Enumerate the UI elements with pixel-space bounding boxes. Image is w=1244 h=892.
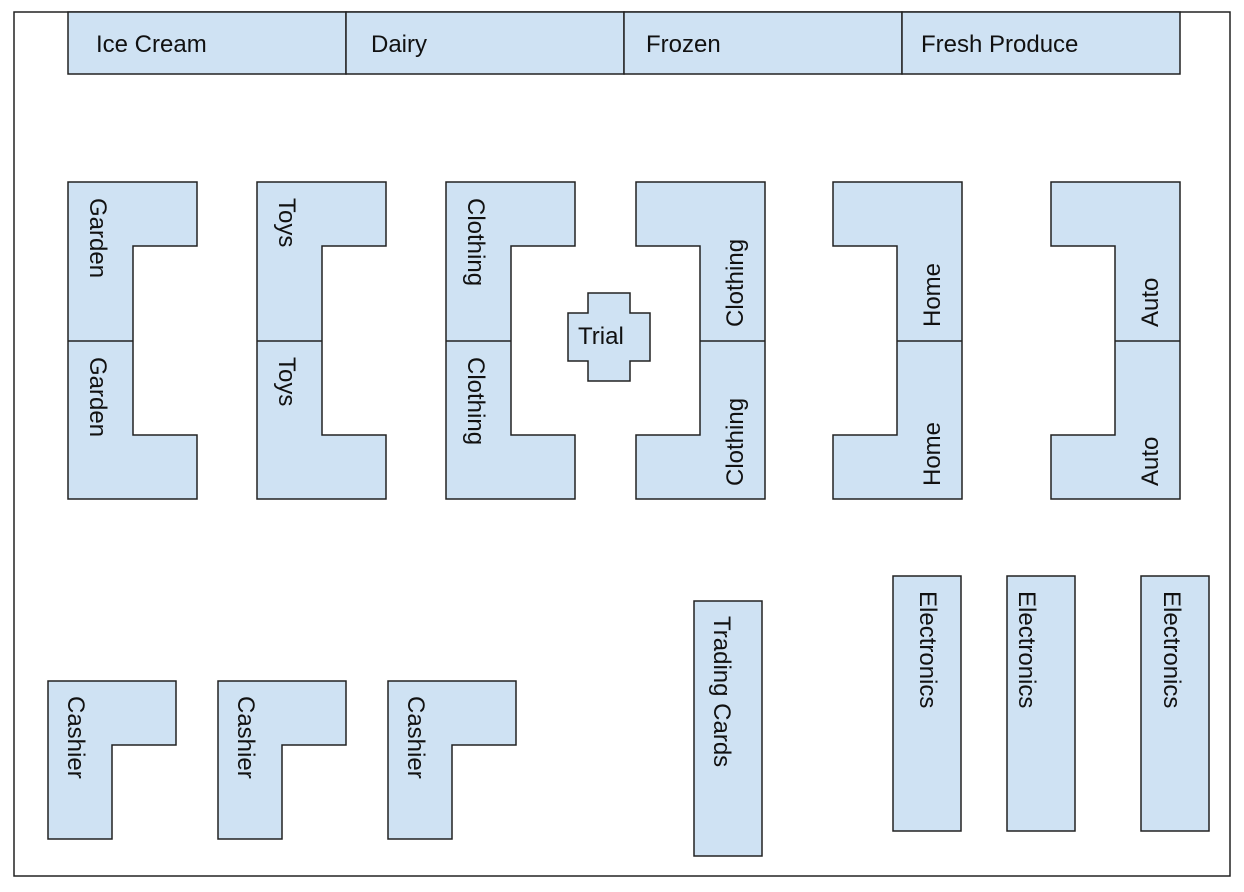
electronics-2-label: Electronics [1013,591,1040,708]
aisle-home-lower-label: Home [919,422,946,486]
aisle-toys: Toys Toys [256,181,387,500]
trial-label: Trial [578,323,624,350]
aisle-garden-lower-label: Garden [84,357,111,437]
aisle-garden: Garden Garden [67,181,198,500]
electronics-shelf-3: Electronics [1140,575,1210,832]
aisle-garden-upper-label: Garden [84,198,111,278]
aisle-clothing-right-lower-label: Clothing [722,398,749,486]
section-ice-cream: Ice Cream [67,11,347,75]
aisle-auto-upper-label: Auto [1137,278,1164,327]
section-dairy: Dairy [345,11,625,75]
aisle-auto: Auto Auto [1050,181,1181,500]
cashier-1: Cashier [47,680,177,840]
aisle-clothing-left: Clothing Clothing [445,181,576,500]
electronics-3-label: Electronics [1158,591,1185,708]
section-fresh-produce: Fresh Produce [901,11,1181,75]
aisle-clothing-left-lower-label: Clothing [462,357,489,445]
aisle-home-upper-label: Home [919,263,946,327]
trading-cards-label: Trading Cards [708,616,735,767]
cashier-3: Cashier [387,680,517,840]
trading-cards-shelf: Trading Cards [693,600,763,857]
aisle-toys-lower-label: Toys [273,357,300,406]
aisle-clothing-left-upper-label: Clothing [462,198,489,286]
aisle-clothing-right: Clothing Clothing [635,181,766,500]
cashier-3-label: Cashier [402,696,429,779]
aisle-toys-upper-label: Toys [273,198,300,247]
electronics-shelf-1: Electronics [892,575,962,832]
section-ice-cream-label: Ice Cream [96,31,207,58]
cashier-2-label: Cashier [232,696,259,779]
cashier-1-label: Cashier [62,696,89,779]
section-dairy-label: Dairy [371,31,427,58]
section-frozen-label: Frozen [646,31,721,58]
aisle-clothing-right-upper-label: Clothing [722,239,749,327]
trial-fitting-area: Trial [567,292,651,382]
section-fresh-produce-label: Fresh Produce [921,31,1078,58]
aisle-home: Home Home [832,181,963,500]
electronics-1-label: Electronics [914,591,941,708]
cashier-2: Cashier [217,680,347,840]
aisle-auto-lower-label: Auto [1137,437,1164,486]
electronics-shelf-2: Electronics [1006,575,1076,832]
section-frozen: Frozen [623,11,903,75]
